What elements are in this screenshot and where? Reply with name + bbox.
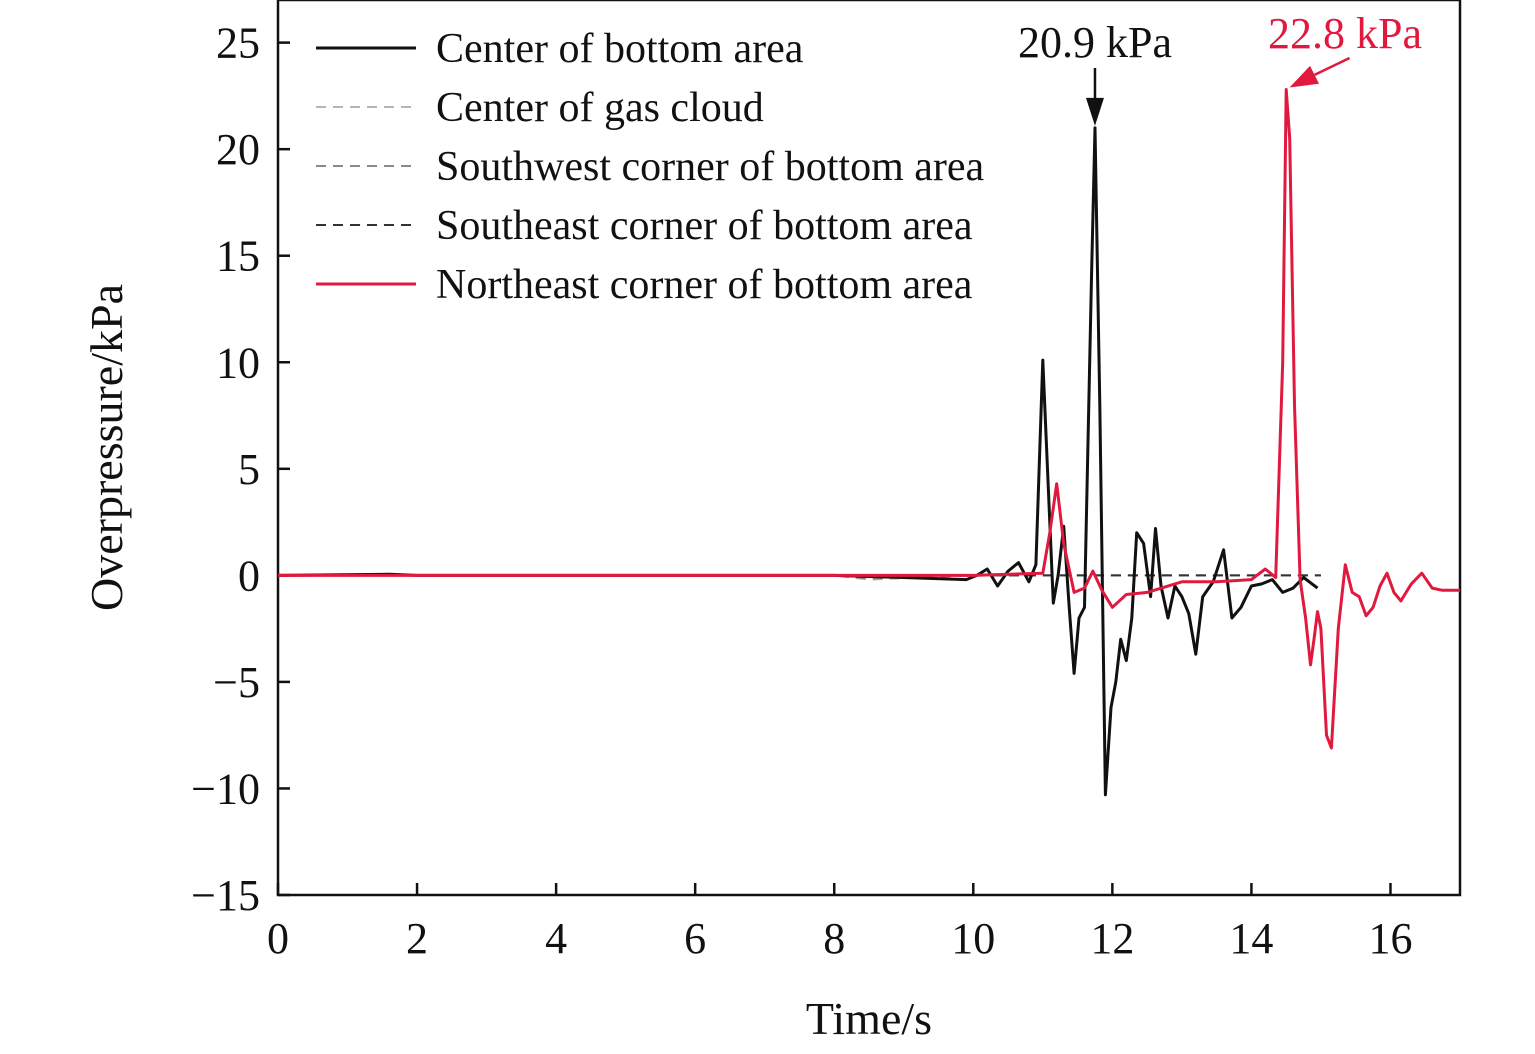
y-tick-label: −15 (191, 871, 260, 920)
y-tick-label: 10 (216, 338, 260, 387)
legend-label: Southwest corner of bottom area (436, 144, 985, 190)
legend-label: Northeast corner of bottom area (436, 262, 973, 308)
legend-label: Center of bottom area (436, 26, 804, 72)
y-tick-label: 5 (238, 445, 260, 494)
y-tick-label: 20 (216, 125, 260, 174)
plot-frame (276, 0, 1462, 897)
x-tick-label: 12 (1090, 914, 1134, 963)
annotation-layer: 20.9 kPa 22.8 kPa (1018, 9, 1422, 126)
x-ticks: 0 2 4 6 8 10 12 14 16 (267, 883, 1412, 963)
annotation-arrow-head (1085, 97, 1104, 126)
x-tick-label: 14 (1229, 914, 1273, 963)
x-tick-label: 16 (1368, 914, 1412, 963)
y-ticks: −15 −10 −5 0 5 10 15 20 25 (191, 19, 290, 920)
x-tick-label: 10 (951, 914, 995, 963)
annotation-label: 20.9 kPa (1018, 18, 1172, 67)
y-tick-label: 25 (216, 19, 260, 68)
x-axis-label: Time/s (806, 993, 932, 1044)
y-tick-label: −5 (213, 658, 260, 707)
legend-label: Center of gas cloud (436, 85, 764, 131)
plot-area: −15 −10 −5 0 5 10 15 20 25 0 2 4 6 8 10 12 14 16 20.9 kP… (191, 0, 1462, 963)
legend: Center of bottom area Center of gas cloud… (316, 26, 985, 308)
legend-label: Southeast corner of bottom area (436, 203, 973, 249)
annotation-label: 22.8 kPa (1268, 9, 1422, 58)
x-tick-label: 6 (684, 914, 706, 963)
annotation-arrow-shaft (1313, 56, 1351, 76)
y-tick-label: 0 (238, 551, 260, 600)
x-tick-label: 2 (406, 914, 428, 963)
series-layer (277, 88, 1460, 797)
x-tick-label: 8 (823, 914, 845, 963)
x-tick-label: 0 (267, 914, 289, 963)
series-line-4 (278, 88, 1460, 750)
y-tick-label: −10 (191, 764, 260, 813)
annotation-arrow-head (1289, 65, 1320, 88)
series-line-0 (277, 126, 1319, 797)
y-tick-label: 15 (216, 232, 260, 281)
x-tick-label: 4 (545, 914, 567, 963)
y-axis-label: Overpressure/kPa (81, 284, 132, 611)
